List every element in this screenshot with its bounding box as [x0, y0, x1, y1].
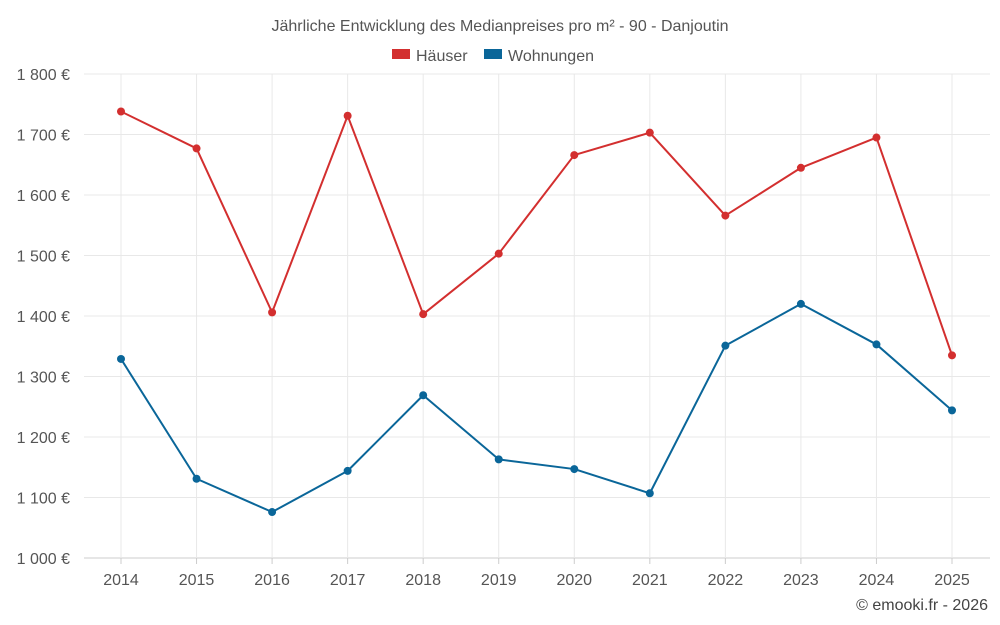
- data-point-wohnungen[interactable]: [419, 391, 428, 400]
- x-tick-label: 2014: [103, 572, 139, 589]
- x-tick-label: 2022: [708, 572, 744, 589]
- y-axis-ticks: 1 000 € 1 100 € 1 200 € 1 300 € 1 400 € 1 500…: [17, 67, 70, 568]
- data-point-haeuser[interactable]: [192, 144, 201, 153]
- x-tick-label: 2020: [556, 572, 592, 589]
- legend: Häuser Wohnungen: [392, 48, 594, 65]
- data-point-wohnungen[interactable]: [721, 341, 730, 350]
- legend-label-haeuser[interactable]: Häuser: [416, 48, 468, 65]
- series-line-haeuser: [120, 110, 953, 356]
- series-line-wohnungen: [120, 302, 953, 514]
- x-tick-label: 2021: [632, 572, 668, 589]
- y-tick-label: 1 800 €: [17, 67, 70, 84]
- x-tick-label: 2019: [481, 572, 517, 589]
- x-tick-label: 2018: [405, 572, 441, 589]
- data-point-haeuser[interactable]: [494, 249, 503, 258]
- y-tick-label: 1 300 €: [17, 370, 70, 387]
- x-tick-label: 2017: [330, 572, 366, 589]
- y-tick-label: 1 600 €: [17, 188, 70, 205]
- data-point-wohnungen[interactable]: [570, 465, 579, 474]
- data-point-wohnungen[interactable]: [343, 466, 352, 475]
- chart-title: Jährliche Entwicklung des Medianpreises …: [271, 18, 728, 35]
- legend-swatch-haeuser: [392, 49, 410, 59]
- legend-swatch-wohnungen: [484, 49, 502, 59]
- data-point-haeuser[interactable]: [268, 308, 277, 317]
- y-tick-label: 1 000 €: [17, 551, 70, 568]
- data-point-haeuser[interactable]: [117, 107, 125, 116]
- y-tick-label: 1 500 €: [17, 249, 70, 266]
- y-tick-label: 1 200 €: [17, 430, 70, 447]
- series: [117, 107, 956, 517]
- data-point-haeuser[interactable]: [419, 310, 428, 319]
- y-tick-label: 1 400 €: [17, 309, 70, 326]
- x-axis-ticks: 2014 2015 2016 2017 2018 2019 2020 2021 2022 2023…: [103, 572, 970, 589]
- data-point-wohnungen[interactable]: [872, 340, 881, 349]
- credit-text: © emooki.fr - 2026: [856, 597, 988, 614]
- x-tick-label: 2025: [934, 572, 970, 589]
- data-point-haeuser[interactable]: [872, 133, 881, 142]
- data-point-wohnungen[interactable]: [645, 489, 654, 498]
- data-point-haeuser[interactable]: [948, 351, 956, 360]
- data-point-wohnungen[interactable]: [268, 508, 277, 517]
- data-point-haeuser[interactable]: [343, 111, 352, 120]
- data-point-haeuser[interactable]: [796, 163, 805, 172]
- data-point-wohnungen[interactable]: [948, 406, 956, 415]
- data-point-haeuser[interactable]: [721, 211, 730, 220]
- y-tick-label: 1 100 €: [17, 491, 70, 508]
- data-point-wohnungen[interactable]: [117, 354, 125, 363]
- y-tick-label: 1 700 €: [17, 128, 70, 145]
- data-point-wohnungen[interactable]: [494, 455, 503, 464]
- data-point-haeuser[interactable]: [570, 151, 579, 160]
- data-point-wohnungen[interactable]: [796, 299, 805, 308]
- x-tick-label: 2023: [783, 572, 819, 589]
- x-tick-label: 2015: [179, 572, 215, 589]
- x-tick-label: 2024: [859, 572, 895, 589]
- legend-label-wohnungen[interactable]: Wohnungen: [508, 48, 594, 65]
- x-tick-label: 2016: [254, 572, 290, 589]
- data-point-wohnungen[interactable]: [192, 474, 201, 483]
- data-point-haeuser[interactable]: [645, 128, 654, 137]
